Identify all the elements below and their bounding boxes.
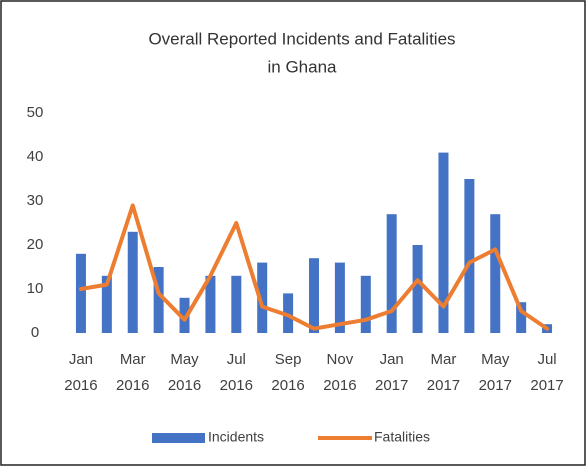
x-tick-label: May 2016 [168,351,201,394]
x-tick-label: Mar 2016 [116,351,149,394]
legend-label: Incidents [208,429,264,445]
bar [75,253,86,333]
bar [490,214,501,333]
bar [101,275,112,333]
x-tick-label: Mar 2017 [427,351,460,394]
y-tick-label: 50 [27,104,44,121]
bar [464,179,475,333]
bar [334,262,345,333]
legend-label: Fatalities [374,429,430,445]
y-tick-label: 0 [31,324,39,341]
bar [231,275,242,333]
x-tick-label: Jan 2017 [375,351,408,394]
x-tick-label: Jul 2016 [220,351,253,394]
bar [516,302,527,333]
bar [412,245,423,333]
y-tick-label: 10 [27,280,44,297]
bar [127,231,138,333]
bar [205,275,216,333]
bar [438,152,449,333]
bar [360,275,371,333]
x-tick-label: May 2017 [479,351,512,394]
bar [309,258,319,333]
x-tick-label: Nov 2016 [323,351,356,394]
y-tick-label: 20 [27,236,44,253]
y-tick-label: 40 [27,148,44,165]
bar [153,267,164,333]
x-tick-label: Sep 2016 [271,351,304,394]
bar [179,297,190,333]
y-tick-label: 30 [27,192,44,209]
x-tick-label: Jul 2017 [530,351,563,394]
line [78,203,550,331]
bar [283,293,294,333]
x-tick-label: Jan 2016 [64,351,97,394]
legend-swatch [152,433,205,443]
chart-title: in Ghana [268,57,338,76]
chart-title: Overall Reported Incidents and Fatalitie… [148,29,455,48]
bar [386,214,397,333]
bar [257,262,268,333]
